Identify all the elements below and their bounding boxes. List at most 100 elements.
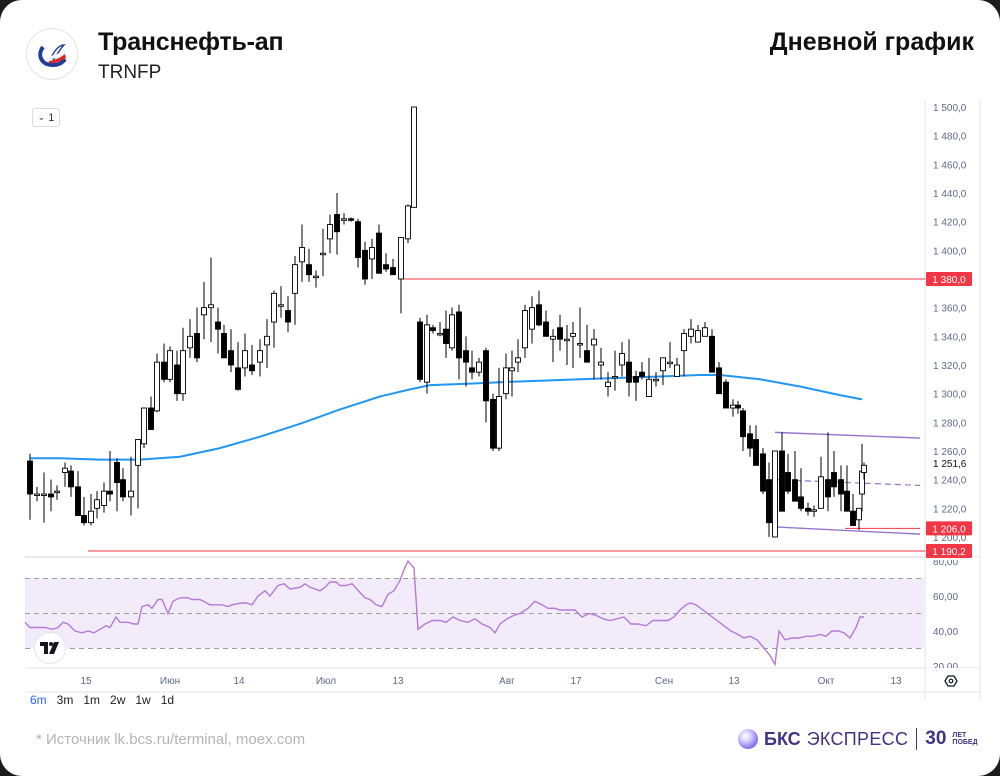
timeframe-1w[interactable]: 1w [135, 693, 151, 707]
candle-down [148, 407, 154, 430]
candle-down [221, 333, 227, 359]
candle-down [740, 410, 746, 438]
rsi-tick-label: 80,00 [933, 557, 958, 568]
candle-down [107, 490, 113, 495]
candle-up [529, 307, 535, 330]
time-tick-label: Июл [316, 676, 336, 687]
time-tick-label: 13 [392, 676, 404, 687]
price-tick-label: 1 480,0 [933, 132, 967, 143]
time-tick-label: Июн [160, 676, 180, 687]
time-tick-label: Авг [499, 676, 515, 687]
candle-up [62, 467, 68, 473]
candle-down [362, 249, 368, 280]
time-tick-label: 13 [728, 676, 740, 687]
transneft-logo-icon [26, 28, 78, 80]
candle-down [174, 364, 180, 395]
candle-up [327, 224, 333, 240]
candle-down [785, 472, 791, 492]
timeframe-3m[interactable]: 3m [56, 693, 74, 707]
candle-up [591, 338, 597, 346]
candle-up [398, 236, 404, 280]
candle-up [605, 381, 611, 387]
candle-down [417, 321, 423, 380]
chart-type-title: Дневной график [769, 28, 974, 56]
candle-down [536, 304, 542, 326]
candle-up [313, 275, 319, 279]
timeframe-1m[interactable]: 1m [83, 693, 101, 707]
rsi-line [24, 559, 864, 667]
candle-down [557, 327, 563, 340]
price-label-1190-bg [926, 544, 972, 559]
channel-upper-line [774, 431, 921, 439]
timeframe-6m[interactable]: 6m [30, 693, 47, 707]
timeframe-2w[interactable]: 2w [110, 693, 126, 707]
settings-gear-icon[interactable] [944, 675, 958, 687]
candle-down [68, 470, 74, 488]
candle-down [543, 321, 549, 337]
timeframe-1d[interactable]: 1d [160, 693, 175, 707]
price-tick-label: 1 360,0 [933, 304, 967, 315]
candle-down [334, 214, 340, 233]
candle-up [564, 338, 570, 342]
candle-up [34, 493, 40, 496]
candle-up [550, 335, 556, 340]
rsi-tick-label: 60,00 [933, 592, 958, 603]
brand-30: 30 [925, 728, 947, 749]
axis-mask [926, 557, 979, 560]
candle-down [390, 267, 396, 276]
price-chart[interactable]: 1 500,0 1 480,0 1 460,0 1 440,0 1 420,0 1 400… [0, 0, 1000, 700]
candle-down [228, 350, 234, 366]
candle-up [208, 304, 214, 309]
candle-down [838, 479, 844, 495]
candle-up [341, 218, 347, 221]
candle-up [667, 361, 673, 365]
brand-small-top: ЛЕТ [952, 732, 967, 739]
candle-down [723, 381, 729, 409]
tradingview-logo-icon[interactable] [34, 632, 66, 664]
candle-down [844, 490, 850, 512]
candle-up [509, 367, 515, 372]
bks-express-logo: БКС ЭКСПРЕСС 30 ЛЕТ ПОБЕД [738, 728, 978, 750]
price-tick-label: 1 440,0 [933, 189, 967, 200]
candle-up [619, 353, 625, 366]
candle-up [41, 493, 47, 496]
candle-down [779, 450, 785, 512]
candle-up [660, 357, 666, 372]
candle-up [577, 343, 583, 346]
brand-separator [916, 728, 918, 750]
candle-up [369, 247, 375, 260]
candle-down [639, 371, 645, 377]
candle-down [584, 350, 590, 363]
price-tick-label: 1 420,0 [933, 218, 967, 229]
candle-up [681, 333, 687, 352]
legend-toggle-button[interactable]: ⌄ 1 [32, 108, 60, 127]
candle-down [443, 328, 449, 344]
time-tick-label: 15 [80, 676, 92, 687]
price-tick-label: 1 320,0 [933, 361, 967, 372]
candle-down [483, 350, 489, 402]
candle-up [772, 450, 778, 538]
source-note: * Источник lk.bcs.ru/terminal, moex.com [36, 731, 306, 748]
time-tick-label: Сен [655, 676, 673, 687]
candle-up [688, 328, 694, 337]
brand-small-bottom: ПОБЕД [952, 739, 978, 746]
candle-up [154, 361, 160, 412]
instrument-ticker: TRNFP [98, 62, 162, 83]
candle-down [81, 515, 87, 524]
candle-down [348, 218, 354, 221]
candle-up [88, 510, 94, 524]
candle-up [94, 499, 100, 509]
candle-down [753, 439, 759, 466]
price-tick-label: 1 280,0 [933, 418, 967, 429]
candle-up [598, 361, 604, 366]
time-tick-label: 17 [570, 676, 582, 687]
candle-up [167, 350, 173, 380]
gear-outline [944, 675, 958, 687]
candle-down [161, 361, 167, 380]
candle-down [626, 361, 632, 383]
candle-down [456, 311, 462, 359]
candle-up [128, 490, 134, 498]
candles-group [27, 106, 867, 538]
candle-up [278, 304, 284, 307]
price-tick-label: 1 300,0 [933, 390, 967, 401]
